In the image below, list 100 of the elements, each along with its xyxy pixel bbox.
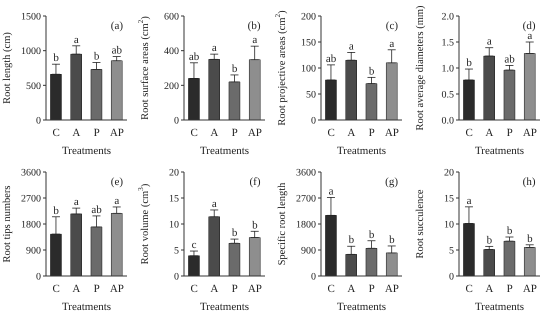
x-tick-label: C bbox=[52, 126, 60, 139]
annotation: a bbox=[389, 38, 394, 50]
y-tick-label: 0 bbox=[36, 116, 41, 127]
x-tick-label: P bbox=[94, 282, 100, 295]
x-tick-label: AP bbox=[110, 126, 124, 139]
annotation: b bbox=[389, 234, 396, 246]
x-tick-label: AP bbox=[110, 282, 124, 295]
x-axis-title: Treatments bbox=[199, 301, 249, 313]
annotation: c bbox=[191, 239, 196, 252]
x-axis-title: Treatments bbox=[474, 145, 524, 157]
y-tick-label: 15 bbox=[168, 194, 178, 205]
x-tick-label: AP bbox=[247, 126, 262, 139]
x-tick-label: P bbox=[94, 126, 100, 139]
y-tick-label: 2700 bbox=[21, 194, 41, 205]
x-axis-title: Treatments bbox=[199, 145, 249, 157]
x-axis-title: Treatments bbox=[474, 301, 524, 313]
x-tick-label: C bbox=[327, 126, 335, 139]
y-axis-title: Root succulence bbox=[414, 189, 426, 259]
x-tick-label: C bbox=[190, 126, 198, 139]
y-tick-label: 200 bbox=[301, 12, 316, 23]
x-tick-label: AP bbox=[522, 126, 536, 139]
y-tick-label: 20 bbox=[168, 168, 178, 179]
y-tick-label: 900 bbox=[301, 246, 316, 257]
x-tick-label: AP bbox=[522, 282, 536, 295]
y-tick-label: 10 bbox=[444, 220, 454, 231]
y-tick-label: 15 bbox=[444, 194, 454, 205]
x-tick-label: A bbox=[210, 282, 218, 295]
y-tick-label: 1.5 bbox=[441, 38, 454, 49]
annotation: a bbox=[211, 42, 216, 54]
annotation: b bbox=[94, 50, 100, 62]
annotation: b bbox=[368, 228, 375, 241]
annotation: a bbox=[114, 194, 120, 207]
x-axis-title: Treatments bbox=[336, 301, 386, 313]
y-tick-label: 600 bbox=[164, 12, 178, 23]
x-tick-label: A bbox=[72, 282, 80, 295]
y-tick-label: 2.0 bbox=[441, 12, 454, 23]
y-tick-label: 1800 bbox=[21, 220, 41, 231]
y-tick-label: 0 bbox=[311, 116, 316, 127]
annotation: a bbox=[211, 198, 216, 210]
annotation: ab bbox=[326, 52, 337, 65]
y-tick-label: 1500 bbox=[21, 12, 41, 23]
annotation: ab bbox=[188, 50, 200, 63]
annotation: b bbox=[53, 204, 60, 217]
annotation: (h) bbox=[522, 176, 536, 188]
y-tick-label: 500 bbox=[26, 80, 41, 92]
annotation: a bbox=[74, 34, 79, 46]
y-axis-title: Root tips numbers bbox=[2, 185, 14, 263]
x-tick-label: A bbox=[347, 282, 356, 295]
x-tick-label: A bbox=[72, 126, 80, 139]
y-axis-title: Root average diameters (mm) bbox=[414, 4, 426, 131]
y-tick-label: 5 bbox=[448, 246, 454, 257]
y-tick-label: 1.0 bbox=[441, 64, 454, 75]
x-tick-label: P bbox=[506, 126, 512, 139]
annotation: a bbox=[526, 30, 532, 42]
y-tick-label: 20 bbox=[444, 168, 454, 179]
y-tick-label: 150 bbox=[301, 38, 316, 49]
annotation: (d) bbox=[522, 20, 536, 32]
annotation: (e) bbox=[110, 176, 123, 188]
annotation: (g) bbox=[385, 176, 398, 188]
annotation: (a) bbox=[110, 20, 123, 32]
x-tick-label: AP bbox=[247, 282, 262, 295]
y-tick-label: 0 bbox=[174, 116, 178, 127]
x-tick-label: C bbox=[464, 282, 472, 295]
annotation: a bbox=[252, 34, 257, 46]
x-tick-label: P bbox=[368, 282, 375, 295]
x-tick-label: C bbox=[52, 282, 60, 295]
x-axis-title: Treatments bbox=[62, 301, 112, 313]
y-tick-label: 2700 bbox=[296, 194, 316, 205]
y-tick-label: 5 bbox=[174, 246, 178, 257]
annotation: b bbox=[252, 219, 258, 232]
y-tick-label: 0 bbox=[448, 272, 454, 283]
annotation: b bbox=[466, 57, 472, 70]
x-axis-title: Treatments bbox=[336, 145, 386, 157]
y-tick-label: 10 bbox=[168, 220, 178, 231]
annotation: a bbox=[466, 194, 472, 207]
x-tick-label: P bbox=[231, 282, 238, 295]
annotation: a bbox=[74, 196, 79, 208]
x-tick-label: P bbox=[368, 126, 375, 139]
y-tick-label: 400 bbox=[164, 46, 178, 58]
y-tick-label: 3600 bbox=[296, 168, 316, 179]
x-tick-label: C bbox=[190, 282, 198, 295]
y-tick-label: 100 bbox=[301, 64, 316, 75]
x-tick-label: C bbox=[464, 126, 472, 139]
annotation: a bbox=[328, 185, 334, 198]
annotation: (b) bbox=[248, 20, 260, 32]
x-axis-title: Treatments bbox=[62, 145, 112, 157]
annotation: a bbox=[486, 36, 492, 48]
y-axis-title: Root length (cm) bbox=[2, 32, 14, 104]
annotation: ab bbox=[504, 53, 515, 66]
annotation: b bbox=[506, 225, 512, 237]
annotation: b bbox=[486, 234, 492, 246]
x-tick-label: A bbox=[484, 126, 493, 139]
annotation: b bbox=[526, 232, 533, 245]
y-tick-label: 200 bbox=[164, 80, 178, 92]
y-tick-label: 0 bbox=[174, 272, 178, 283]
x-tick-label: AP bbox=[384, 282, 399, 295]
x-tick-label: A bbox=[484, 282, 493, 295]
annotation: ab bbox=[112, 44, 123, 57]
annotation: b bbox=[231, 62, 238, 75]
y-axis-title: Specific root length bbox=[277, 182, 288, 266]
